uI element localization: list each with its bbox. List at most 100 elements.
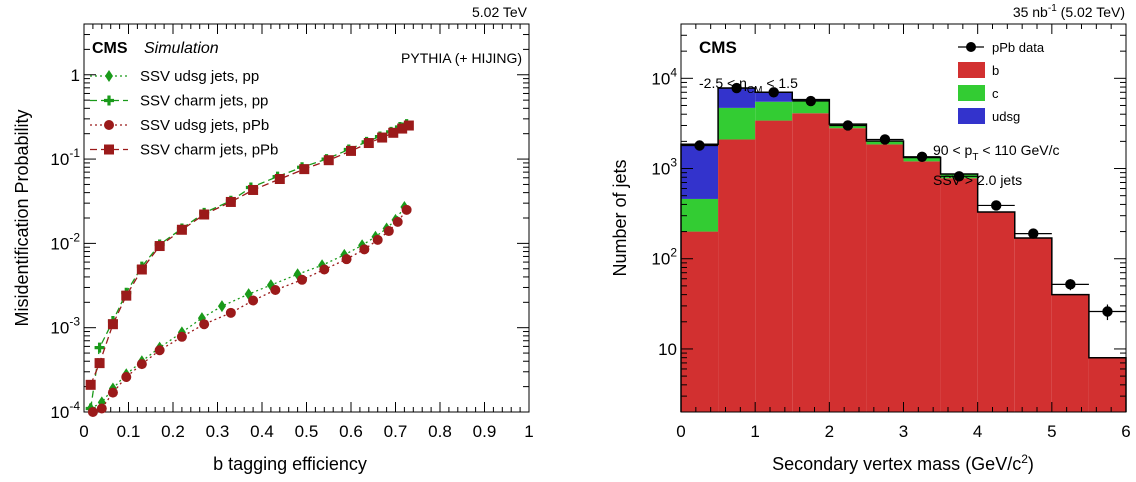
left-data-point (401, 204, 412, 215)
left-legend-marker (105, 70, 113, 82)
right-y-tick-label: 10 (658, 340, 677, 359)
right-stack-outline (680, 87, 1127, 412)
right-bar-segment-b (977, 211, 1015, 412)
right-bar-segment-b (718, 139, 756, 413)
right-lumi-exp: -1 (1048, 3, 1057, 14)
right-bar-segment-b (903, 161, 941, 412)
left-y-tick-exp: -3 (69, 315, 80, 329)
left-x-tick-label: 0.5 (295, 422, 319, 441)
right-data-point (916, 151, 928, 162)
left-data-point (225, 196, 236, 207)
right-y-axis-label: Number of jets (610, 159, 630, 276)
right-data-point (731, 82, 742, 94)
left-y-tick-base: 10 (50, 234, 69, 253)
left-y-axis-label: Misidentification Probability (12, 109, 32, 326)
left-data-point (121, 372, 132, 383)
left-x-tick-label: 0 (79, 422, 88, 441)
left-data-point (299, 164, 310, 175)
left-y-tick-label: 10-3 (50, 315, 80, 338)
left-data-point (248, 295, 259, 306)
right-x-tick-label: 3 (899, 422, 908, 441)
left-data-point (176, 224, 187, 235)
right-bar-segment-udsg (718, 88, 756, 108)
left-data-point (225, 307, 236, 318)
left-legend-label: SSV charm jets, pp (140, 93, 268, 110)
left-y-tick-label: 1 (71, 66, 80, 85)
right-xlabel-close: ) (1028, 454, 1034, 474)
left-data-point (136, 264, 147, 275)
left-data-point (346, 145, 356, 156)
right-y-tick-base: 10 (651, 250, 670, 269)
left-data-point (107, 319, 118, 330)
right-data-point (842, 120, 854, 131)
right-data-point (805, 95, 816, 107)
left-x-tick-label: 0.2 (161, 422, 185, 441)
right-ssv-cut: SSV > 2.0 jets (933, 172, 1022, 188)
left-data-point (372, 234, 383, 245)
right-y-tick-base: 10 (651, 160, 670, 179)
right-chart-panel: 35 nb-1 (5.02 TeV) 012345610102103104105… (610, 3, 1131, 474)
left-x-tick-label: 0.8 (428, 422, 452, 441)
left-x-tick-label: 0.4 (250, 422, 274, 441)
left-legend-marker (104, 144, 114, 155)
left-x-tick-label: 0.1 (117, 422, 141, 441)
left-y-tick-base: 10 (50, 403, 69, 422)
right-y-tick-exp: 3 (670, 156, 677, 170)
right-legend-data-marker (966, 42, 976, 52)
left-data-point (85, 379, 96, 390)
right-bar-segment-c (792, 101, 830, 114)
right-pt-sub: T (972, 152, 978, 163)
left-data-point (359, 244, 370, 255)
right-cms-label: CMS (699, 38, 737, 57)
left-y-tick-label: 10-4 (50, 399, 80, 422)
right-y-tick-base: 10 (651, 69, 670, 88)
right-data-point (1102, 306, 1113, 317)
left-x-tick-label: 0.3 (206, 422, 230, 441)
right-bar-segment-b (940, 178, 978, 412)
right-data-point (1065, 279, 1076, 290)
left-data-point (199, 319, 210, 330)
left-data-point (297, 274, 308, 285)
left-series-layer (85, 119, 414, 417)
right-data-point (694, 140, 705, 151)
left-data-point (388, 127, 399, 138)
right-data-point (879, 134, 891, 145)
right-data-point (1028, 228, 1039, 239)
left-x-axis-label: b tagging efficiency (213, 454, 367, 474)
right-bar-segment-b (1088, 357, 1126, 412)
right-y-tick-exp: 4 (670, 65, 677, 79)
left-data-point (154, 241, 165, 252)
right-data-point (953, 171, 965, 182)
right-eta-pre: -2.5 < η (699, 75, 747, 91)
right-y-tick-label: 104 (651, 65, 677, 88)
left-data-point (323, 155, 334, 166)
left-series-line (92, 209, 408, 413)
left-legend: SSV udsg jets, pp SSV charm jets, pp SSV u… (90, 68, 278, 159)
left-data-point (274, 174, 285, 185)
left-legend-label: SSV udsg jets, pPb (140, 117, 269, 134)
left-data-point (199, 209, 210, 220)
right-pt-pre: 90 < p (933, 142, 973, 158)
right-bar-segment-b (792, 113, 830, 413)
right-bar-segment-c (755, 101, 793, 121)
right-legend-swatch (958, 108, 985, 124)
left-data-point (154, 345, 165, 356)
right-xlabel-sup: 2 (1021, 452, 1028, 466)
left-data-point (341, 254, 352, 265)
right-eta-sub: CM (747, 85, 763, 96)
right-bar-segment-udsg (681, 144, 719, 199)
right-eta-cut: -2.5 < ηCM < 1.5 (699, 75, 798, 96)
left-y-tick-exp: -1 (69, 146, 80, 160)
left-data-point (96, 403, 107, 414)
right-x-tick-label: 5 (1047, 422, 1056, 441)
left-data-point (403, 120, 414, 131)
left-y-tick-exp: -4 (69, 399, 80, 413)
right-legend-label: udsg (992, 109, 1020, 124)
left-series-line (90, 124, 410, 386)
right-legend-swatch (958, 62, 985, 78)
left-data-point (392, 216, 403, 227)
left-data-point (136, 359, 147, 370)
left-data-point (217, 300, 226, 313)
left-y-tick-label: 10-2 (50, 230, 80, 253)
right-x-tick-label: 4 (973, 422, 982, 441)
